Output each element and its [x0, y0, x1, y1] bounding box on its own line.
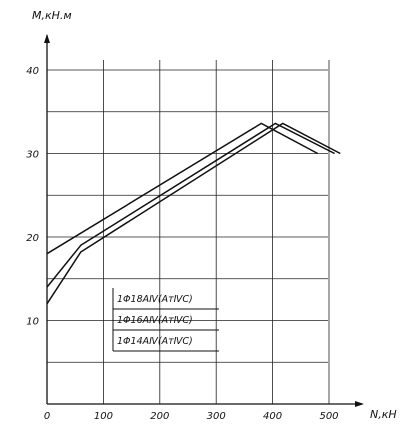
x-tick-label: 100 [94, 411, 113, 422]
series-line-2 [46, 122, 335, 288]
x-tick-label: 500 [319, 411, 338, 422]
axes [44, 34, 364, 407]
legend-entry: 1Φ16AⅣ(AтⅣC) [117, 315, 193, 326]
grid [47, 60, 330, 404]
x-tick-label: 0 [44, 411, 50, 422]
legend-entry: 1Φ18AⅣ(AтⅣC) [117, 294, 193, 305]
x-axis-label: N,кН [370, 408, 397, 421]
x-axis-arrow [355, 401, 364, 407]
y-axis-arrow [44, 34, 50, 43]
legend: 1Φ18AⅣ(AтⅣC) 1Φ16AⅣ(AтⅣC) 1Φ14AⅣ(AтⅣC) [112, 288, 219, 352]
y-tick-label: 20 [26, 233, 39, 244]
legend-entry: 1Φ14AⅣ(AтⅣC) [117, 336, 193, 347]
y-axis-label: M,кН.м [32, 9, 72, 22]
tick-labels: 0 100 200 300 400 500 10 20 30 40 [26, 66, 338, 422]
series-line-3 [46, 122, 341, 305]
y-tick-label: 30 [26, 150, 39, 161]
series-line-1 [46, 122, 319, 255]
x-tick-label: 300 [207, 411, 226, 422]
x-tick-label: 200 [150, 411, 169, 422]
y-tick-label: 40 [26, 66, 39, 77]
series-lines [46, 122, 341, 305]
y-tick-label: 10 [26, 317, 39, 328]
x-tick-label: 400 [263, 411, 282, 422]
